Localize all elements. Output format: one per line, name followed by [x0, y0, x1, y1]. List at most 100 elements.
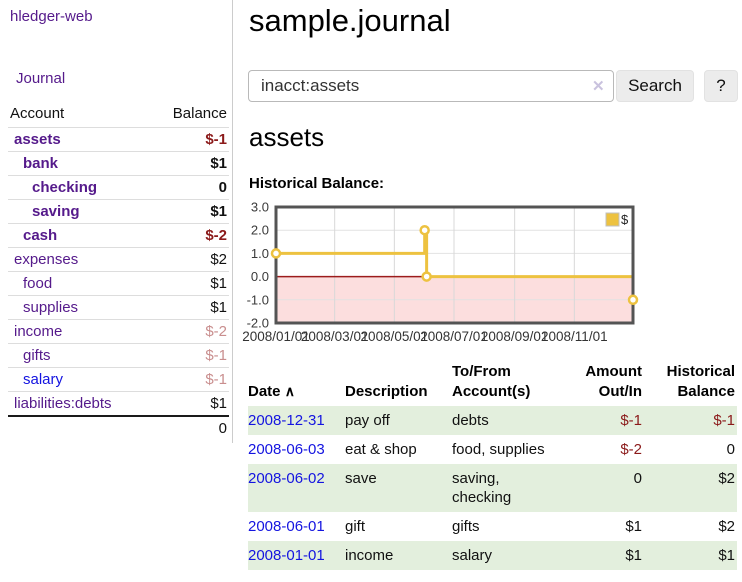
account-row: liabilities:debts $1: [8, 391, 229, 416]
account-link-checking[interactable]: checking: [32, 179, 98, 196]
account-link-income[interactable]: income: [14, 323, 63, 340]
account-link-liabilities-debts[interactable]: liabilities:debts: [14, 395, 112, 412]
account-link-gifts[interactable]: gifts: [23, 347, 51, 364]
transaction-accounts: gifts: [452, 518, 480, 535]
transaction-date-link[interactable]: 2008-12-31: [248, 412, 325, 429]
account-link-saving[interactable]: saving: [32, 203, 80, 220]
transaction-description: pay off: [345, 412, 390, 429]
account-link-food[interactable]: food: [23, 275, 53, 292]
svg-text:1.0: 1.0: [251, 246, 269, 261]
svg-text:3.0: 3.0: [251, 200, 269, 215]
transaction-row[interactable]: 2008-12-31 pay off debts $-1 $-1: [248, 406, 737, 435]
account-link-bank[interactable]: bank: [23, 155, 59, 172]
account-balance: $-1: [149, 127, 229, 152]
account-row: saving $1: [8, 199, 229, 224]
accounts-header-account: Account: [10, 105, 65, 122]
transactions-header-row: Date ∧ Description To/From Account(s) Am…: [248, 360, 737, 406]
account-heading: assets: [249, 122, 325, 152]
transaction-row[interactable]: 2008-01-01 income salary $1 $1: [248, 541, 737, 570]
transaction-accounts: salary: [452, 547, 493, 564]
sidebar: hledger-web Journal Account Balance asse…: [0, 0, 233, 443]
transaction-amount: $1: [625, 518, 642, 535]
clear-search-icon[interactable]: ✕: [592, 78, 605, 95]
transaction-row[interactable]: 2008-06-03 eat & shop food, supplies $-2…: [248, 435, 737, 464]
account-link-supplies[interactable]: supplies: [23, 299, 79, 316]
account-row: cash $-2: [8, 223, 229, 248]
sidebar-item-journal[interactable]: Journal: [16, 70, 66, 87]
svg-text:-2.0: -2.0: [247, 316, 269, 331]
transaction-date-link[interactable]: 2008-06-03: [248, 441, 325, 458]
account-row: checking 0: [8, 175, 229, 200]
transaction-description: income: [345, 547, 394, 564]
account-row: supplies $1: [8, 295, 229, 320]
account-balance: $-1: [149, 367, 229, 392]
account-link-salary[interactable]: salary: [23, 371, 64, 388]
account-balance: $1: [149, 295, 229, 320]
page-title: sample.journal: [249, 3, 451, 38]
svg-text:$: $: [621, 212, 629, 227]
transaction-date-link[interactable]: 2008-01-01: [248, 547, 325, 564]
svg-text:2.0: 2.0: [251, 223, 269, 238]
transaction-row[interactable]: 2008-06-01 gift gifts $1 $2: [248, 512, 737, 541]
chart-label: Historical Balance:: [249, 175, 385, 192]
transaction-amount: $1: [625, 547, 642, 564]
svg-text:-1.0: -1.0: [247, 292, 269, 307]
accounts-total-row: 0: [8, 415, 229, 440]
svg-text:0.0: 0.0: [251, 269, 269, 284]
transaction-balance: $2: [718, 470, 735, 487]
search-input[interactable]: [248, 70, 614, 102]
account-balance: $1: [149, 151, 229, 176]
account-link-assets[interactable]: assets: [14, 131, 61, 148]
column-header-description: Description: [345, 383, 428, 400]
transaction-description: save: [345, 470, 377, 487]
account-balance: $1: [149, 271, 229, 296]
column-header-tofrom-accounts: To/From Account(s): [452, 363, 531, 400]
account-balance: 0: [149, 175, 229, 200]
account-balance: $2: [149, 247, 229, 272]
accounts-balance-table: Account Balance assets $-1 bank $1 check…: [8, 102, 229, 440]
transaction-balance: $-1: [713, 412, 735, 429]
transaction-amount: $-1: [620, 412, 642, 429]
svg-text:2008/03/01: 2008/03/01: [301, 329, 369, 344]
account-row: bank $1: [8, 151, 229, 176]
account-balance: $-1: [149, 343, 229, 368]
account-row: gifts $-1: [8, 343, 229, 368]
account-link-cash[interactable]: cash: [23, 227, 58, 244]
help-button[interactable]: ?: [704, 70, 738, 102]
transaction-accounts: saving, checking: [452, 470, 512, 506]
accounts-header-row: Account Balance: [8, 102, 229, 128]
column-header-date[interactable]: Date ∧: [248, 383, 295, 400]
account-balance: $-2: [149, 319, 229, 344]
svg-text:2008/07/01: 2008/07/01: [420, 329, 488, 344]
transaction-date-link[interactable]: 2008-06-01: [248, 518, 325, 535]
historical-balance-chart: $3.0 2.0 1.0 0.0 -1.0 -2.02008/01/012008/03/0…: [242, 200, 639, 344]
account-row: food $1: [8, 271, 229, 296]
svg-text:2008/11/01: 2008/11/01: [541, 329, 608, 344]
transaction-row[interactable]: 2008-06-02 save saving, checking 0 $2: [248, 464, 737, 512]
account-row: salary $-1: [8, 367, 229, 392]
account-row: income $-2: [8, 319, 229, 344]
transaction-amount: 0: [633, 470, 642, 487]
account-balance: $1: [149, 199, 229, 224]
search-button[interactable]: Search: [616, 70, 694, 102]
transaction-accounts: food, supplies: [452, 441, 545, 458]
transaction-balance: 0: [726, 441, 735, 458]
account-balance: $-2: [149, 223, 229, 248]
transaction-accounts: debts: [452, 412, 489, 429]
transactions-table: Date ∧ Description To/From Account(s) Am…: [248, 360, 737, 570]
account-row: expenses $2: [8, 247, 229, 272]
column-header-historical-balance: Historical Balance: [666, 363, 735, 400]
svg-text:2008/09/01: 2008/09/01: [481, 329, 549, 344]
account-row: assets $-1: [8, 127, 229, 152]
column-header-amount: Amount Out/In: [585, 363, 642, 400]
accounts-total-value: 0: [149, 415, 229, 440]
app-title-link[interactable]: hledger-web: [10, 8, 93, 25]
transaction-amount: $-2: [620, 441, 642, 458]
transaction-balance: $1: [718, 547, 735, 564]
svg-text:2008/01/01: 2008/01/01: [242, 329, 310, 344]
transaction-date-link[interactable]: 2008-06-02: [248, 470, 325, 487]
accounts-header-balance: Balance: [172, 105, 227, 122]
account-link-expenses[interactable]: expenses: [14, 251, 79, 268]
sort-asc-icon: ∧: [284, 383, 295, 399]
svg-text:2008/05/01: 2008/05/01: [361, 329, 429, 344]
